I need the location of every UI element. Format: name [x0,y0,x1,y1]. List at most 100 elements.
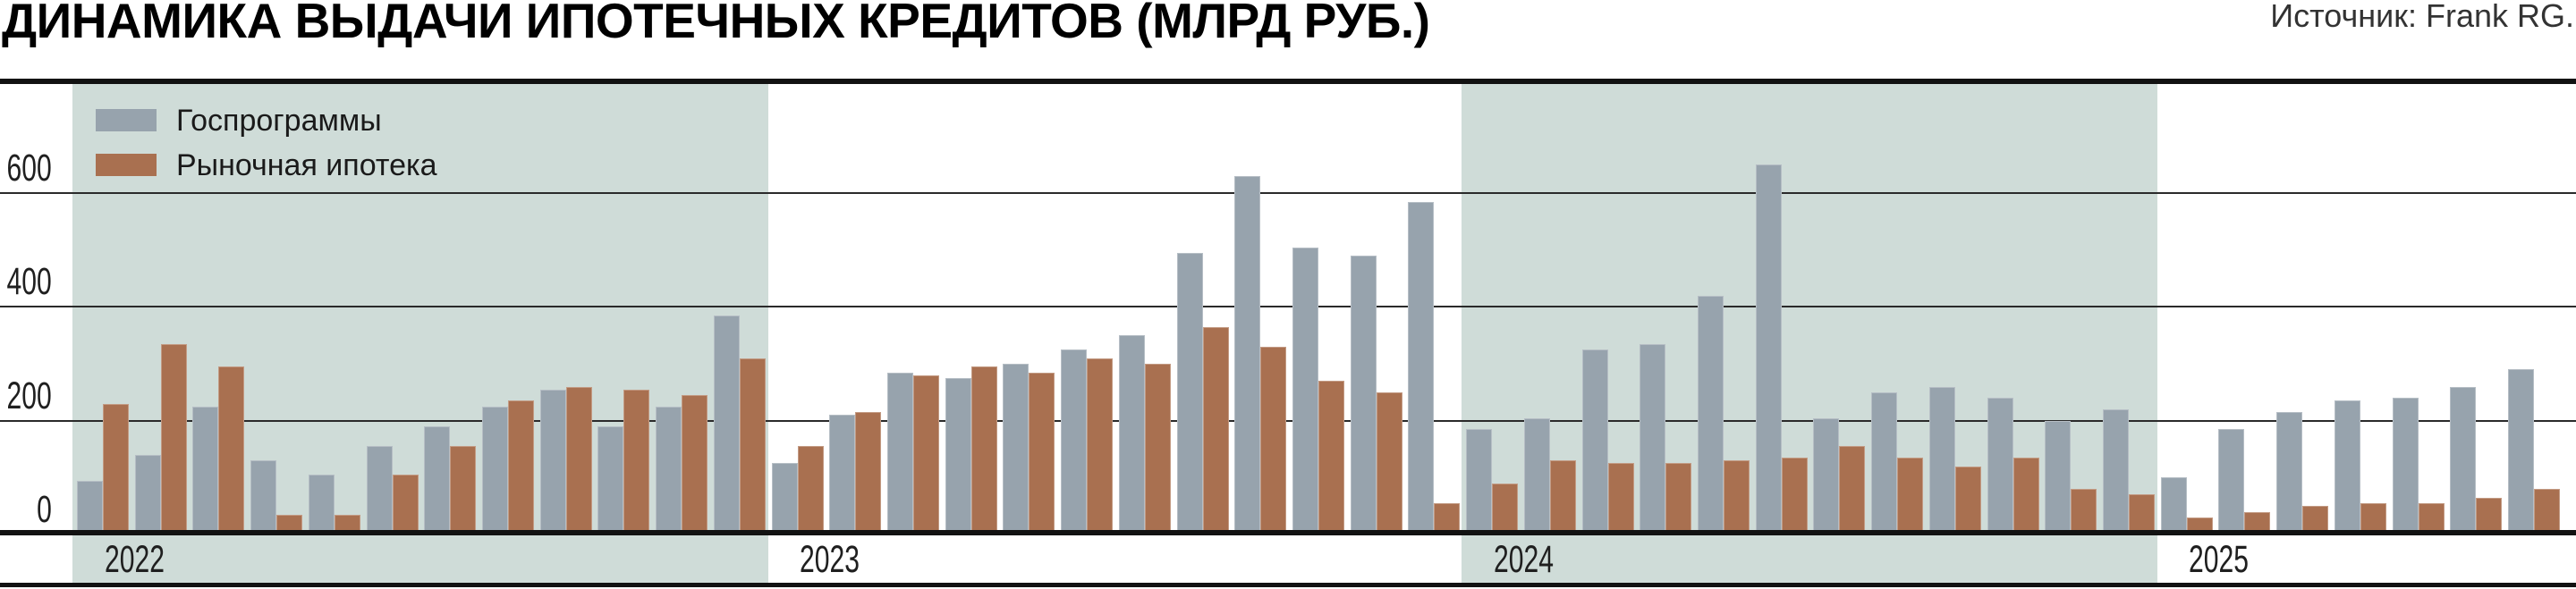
bar-rynochnaya-2023-09 [1260,347,1287,534]
bar-rynochnaya-2022-05 [334,514,360,534]
bar-rynochnaya-2025-04 [2360,503,2386,534]
bar-gosprogrammy-2022-08 [482,406,508,534]
bar-rynochnaya-2023-11 [1376,391,1402,534]
y-tick-0: 0 [37,488,52,531]
bar-rynochnaya-2022-02 [160,343,187,534]
bar-gosprogrammy-2024-08 [1871,391,1898,534]
bar-rynochnaya-2024-09 [1954,466,1981,534]
bottom-rule [0,583,2576,587]
bar-gosprogrammy-2025-01 [2160,477,2187,534]
bar-rynochnaya-2023-01 [797,446,824,534]
bar-rynochnaya-2024-11 [2071,489,2097,534]
y-tick-400: 400 [6,260,52,304]
year-band-2024 [1462,84,2157,583]
bar-gosprogrammy-2024-09 [1928,386,1955,534]
bar-gosprogrammy-2023-09 [1234,176,1261,534]
bar-rynochnaya-2023-12 [1434,503,1461,534]
bar-rynochnaya-2024-07 [1839,446,1866,534]
bar-rynochnaya-2024-08 [1897,458,1924,534]
bar-gosprogrammy-2023-05 [1003,364,1030,534]
bar-rynochnaya-2023-05 [1029,372,1055,534]
bar-gosprogrammy-2025-05 [2392,398,2419,534]
grid-line-200 [0,419,2576,422]
grid-line-400 [0,306,2576,308]
bar-rynochnaya-2022-10 [623,389,650,534]
bar-gosprogrammy-2025-06 [2450,386,2477,534]
year-label-2024: 2024 [1494,538,1555,581]
bar-gosprogrammy-2022-02 [134,454,161,534]
bar-rynochnaya-2022-07 [450,446,477,534]
bar-rynochnaya-2025-07 [2534,489,2560,534]
bar-gosprogrammy-2024-01 [1466,429,1493,534]
bar-rynochnaya-2023-02 [855,412,882,534]
bar-gosprogrammy-2024-12 [2103,409,2129,534]
bar-gosprogrammy-2024-10 [1987,398,2013,534]
year-band-2022 [72,84,768,583]
bar-rynochnaya-2022-01 [103,403,129,534]
bar-gosprogrammy-2023-11 [1350,256,1377,534]
bar-gosprogrammy-2025-07 [2508,369,2534,534]
bar-rynochnaya-2024-06 [1781,458,1808,534]
top-rule [0,79,2576,84]
bar-rynochnaya-2024-05 [1724,460,1750,534]
bar-rynochnaya-2025-05 [2418,503,2445,534]
bar-rynochnaya-2025-03 [2302,506,2329,534]
bar-rynochnaya-2024-04 [1665,463,1692,534]
year-label-2023: 2023 [799,538,860,581]
bar-rynochnaya-2024-03 [1607,463,1634,534]
bar-rynochnaya-2022-08 [508,400,534,534]
bar-gosprogrammy-2025-04 [2334,400,2360,534]
bar-rynochnaya-2024-02 [1549,460,1576,534]
bar-gosprogrammy-2022-04 [250,460,277,534]
bar-rynochnaya-2023-06 [1087,358,1114,534]
bar-gosprogrammy-2023-01 [771,463,798,534]
bar-rynochnaya-2022-09 [565,386,592,534]
bar-rynochnaya-2023-10 [1318,381,1344,534]
legend-label-gosprogrammy: Госпрограммы [176,104,382,138]
bar-gosprogrammy-2024-11 [2045,420,2072,534]
bar-rynochnaya-2022-04 [276,514,303,534]
bar-gosprogrammy-2022-01 [77,480,103,534]
bar-gosprogrammy-2024-02 [1523,417,1550,534]
bar-gosprogrammy-2022-10 [597,426,624,534]
bar-gosprogrammy-2024-05 [1698,295,1724,534]
bar-gosprogrammy-2022-06 [366,446,393,534]
bar-rynochnaya-2022-06 [392,475,419,534]
bar-gosprogrammy-2024-04 [1640,343,1666,534]
year-label-2025: 2025 [2188,538,2249,581]
bar-gosprogrammy-2023-12 [1408,201,1435,534]
bar-rynochnaya-2022-12 [739,358,766,534]
bar-gosprogrammy-2024-06 [1755,164,1782,534]
legend-label-rynochnaya: Рыночная ипотека [176,148,437,182]
bar-gosprogrammy-2023-06 [1061,349,1088,534]
x-axis-line [0,530,2576,535]
bar-gosprogrammy-2022-05 [308,475,335,534]
bar-rynochnaya-2024-01 [1492,483,1519,534]
bar-gosprogrammy-2023-07 [1118,335,1145,534]
bar-gosprogrammy-2022-12 [713,315,740,534]
grid-line-600 [0,192,2576,195]
bar-gosprogrammy-2024-03 [1581,349,1608,534]
bar-rynochnaya-2022-11 [682,395,708,534]
source-label: Источник: Frank RG. [2270,0,2574,34]
bar-rynochnaya-2025-06 [2476,497,2503,534]
bar-rynochnaya-2022-03 [218,366,245,534]
bar-rynochnaya-2023-04 [970,366,997,534]
bar-gosprogrammy-2023-03 [887,372,913,534]
legend-swatch-gosprogrammy [96,109,157,131]
chart-title: ДИНАМИКА ВЫДАЧИ ИПОТЕЧНЫХ КРЕДИТОВ (МЛРД… [2,0,1430,48]
y-tick-600: 600 [6,147,52,190]
bar-gosprogrammy-2025-02 [2218,429,2245,534]
bar-rynochnaya-2024-10 [2012,458,2039,534]
bar-gosprogrammy-2022-07 [424,426,451,534]
bar-gosprogrammy-2022-03 [192,406,219,534]
y-tick-200: 200 [6,374,52,417]
bar-gosprogrammy-2023-04 [945,378,971,534]
year-label-2022: 2022 [105,538,165,581]
bar-gosprogrammy-2023-08 [1176,252,1203,534]
bar-gosprogrammy-2022-09 [539,389,566,534]
bar-rynochnaya-2023-08 [1202,326,1229,534]
bar-gosprogrammy-2023-10 [1292,247,1318,534]
bar-gosprogrammy-2023-02 [829,415,856,534]
